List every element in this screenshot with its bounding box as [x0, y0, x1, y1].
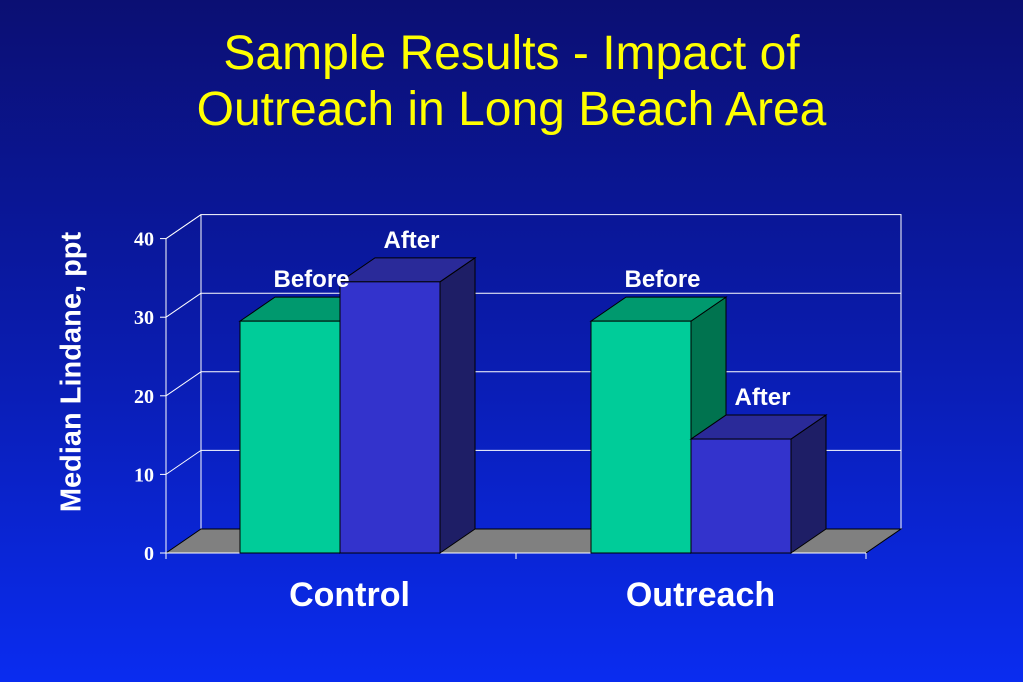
bar-side-after	[439, 256, 476, 554]
y-tick-label: 10	[134, 464, 154, 486]
y-tick-diagonal	[165, 214, 202, 240]
y-tick-label: 20	[134, 386, 154, 408]
bar-after	[339, 281, 441, 554]
y-tick-diagonal	[165, 292, 202, 318]
bar-after	[690, 438, 792, 554]
bar-label: Before	[624, 266, 700, 293]
bar-label: After	[734, 384, 790, 411]
bar-before	[239, 320, 341, 554]
y-tick-label: 0	[144, 543, 154, 565]
bar-label: After	[383, 227, 439, 254]
bar-before	[590, 320, 692, 554]
y-tick-label: 40	[134, 229, 154, 251]
x-category-label: Control	[289, 576, 410, 614]
title-line-2: Outreach in Long Beach Area	[196, 83, 827, 136]
x-category-label: Outreach	[626, 576, 775, 614]
y-tick-diagonal	[165, 371, 202, 397]
page-title: Sample Results - Impact of Outreach in L…	[0, 26, 1023, 138]
y-tick-diagonal	[165, 449, 202, 475]
bar-label: Before	[273, 266, 349, 293]
y-tick-label: 30	[134, 307, 154, 329]
title-line-1: Sample Results - Impact of	[223, 27, 800, 80]
